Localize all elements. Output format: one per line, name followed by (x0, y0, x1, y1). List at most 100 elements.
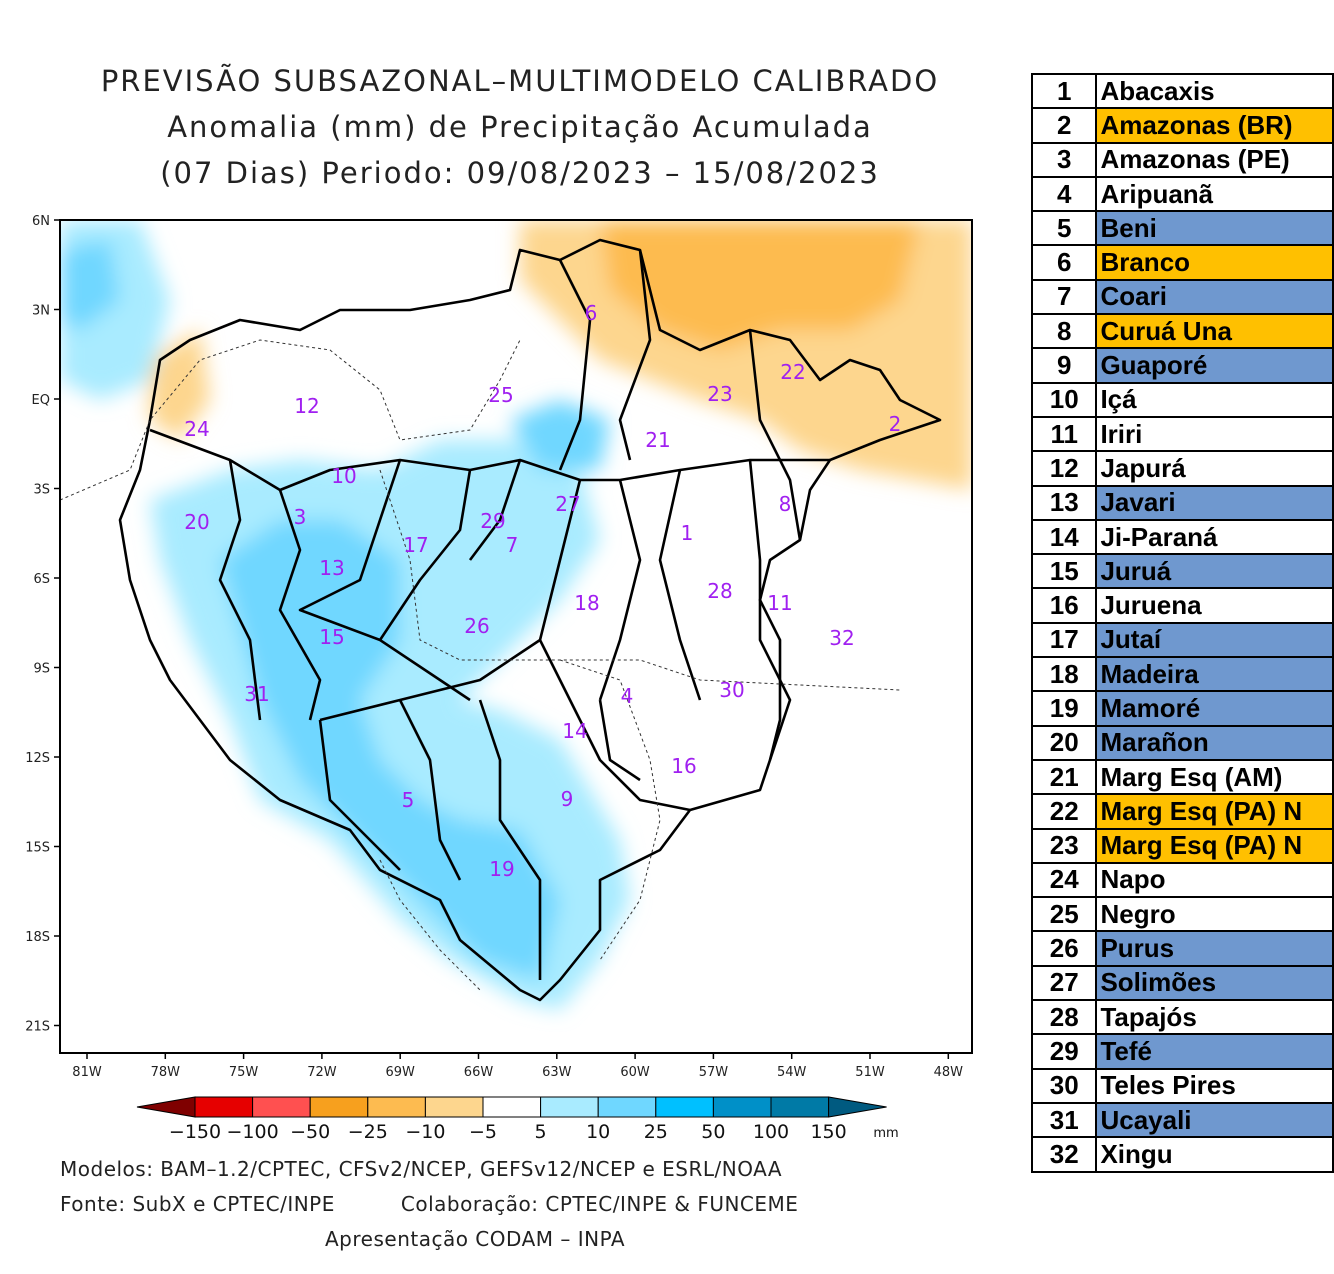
basin-number: 4 (1031, 175, 1098, 213)
lon-tick-label: 72W (307, 1065, 337, 1080)
lon-tick-label: 60W (620, 1065, 650, 1080)
basin-label-23: 23 (707, 382, 732, 406)
basin-number: 3 (1031, 141, 1098, 178)
basin-name: Ji-Paraná (1095, 518, 1334, 556)
basin-name: Içá (1095, 381, 1334, 418)
basin-row: 2 Amazonas (BR) (1031, 107, 1334, 144)
colorbar-swatch (712, 1096, 772, 1118)
basin-row: 31 Ucayali (1031, 1101, 1334, 1139)
basin-legend-table: 1 Abacaxis 2 Amazonas (BR) 3 Amazonas (PE) 4 Ar… (1031, 72, 1334, 1173)
basin-label-9: 9 (561, 787, 574, 811)
colorbar-swatch (482, 1096, 542, 1118)
basin-row: 5 Beni (1031, 210, 1334, 247)
basin-row: 27 Solimões (1031, 964, 1334, 1002)
basin-number: 17 (1031, 621, 1098, 659)
basin-number: 6 (1031, 244, 1098, 281)
basin-name: Tefé (1095, 1033, 1334, 1070)
basin-number: 10 (1031, 381, 1098, 418)
basin-row: 25 Negro (1031, 896, 1334, 933)
basin-label-17: 17 (403, 533, 428, 557)
map-title: PREVISÃO SUBSAZONAL–MULTIMODELO CALIBRAD… (60, 58, 980, 196)
basin-label-26: 26 (464, 614, 489, 638)
lon-tick-label: 57W (699, 1065, 729, 1080)
basin-name: Marg Esq (PA) N (1095, 793, 1334, 830)
basin-number: 12 (1031, 450, 1098, 487)
map-frame (59, 219, 973, 1054)
basin-number: 14 (1031, 518, 1098, 556)
basin-number: 9 (1031, 347, 1098, 384)
basin-name: Jutaí (1095, 621, 1334, 659)
basin-label-31: 31 (244, 682, 269, 706)
basin-label-2: 2 (889, 412, 902, 436)
basin-number: 16 (1031, 587, 1098, 624)
basin-name: Teles Pires (1095, 1067, 1334, 1104)
basin-name: Abacaxis (1095, 72, 1334, 110)
basin-number: 29 (1031, 1033, 1098, 1070)
lon-tick-label: 69W (385, 1065, 415, 1080)
basin-row: 17 Jutaí (1031, 621, 1334, 659)
basin-label-18: 18 (574, 591, 599, 615)
basin-number: 1 (1031, 72, 1098, 110)
basin-number: 15 (1031, 553, 1098, 590)
lat-tick-label: 15S (25, 841, 50, 856)
basin-row: 32 Xingu (1031, 1136, 1334, 1173)
wet-anomaly-core (220, 520, 560, 980)
footer-source: Fonte: SubX e CPTEC/INPE (60, 1192, 335, 1216)
lon-tick-label: 63W (542, 1065, 572, 1080)
basin-number: 22 (1031, 793, 1098, 830)
lat-tick-label: EQ (32, 393, 50, 408)
basin-number: 27 (1031, 964, 1098, 1002)
basin-label-5: 5 (402, 788, 415, 812)
colorbar: −150 −100 −50 −25 −10 −5 5 10 25 50 100 150 mm (136, 1096, 899, 1143)
basin-name: Napo (1095, 861, 1334, 899)
basin-number: 5 (1031, 210, 1098, 247)
basin-label-32: 32 (829, 626, 854, 650)
colorbar-label: −25 (348, 1121, 388, 1143)
country-borders (59, 339, 901, 991)
lat-tick-label: 12S (25, 751, 50, 766)
basin-name: Japurá (1095, 450, 1334, 487)
basin-row: 6 Branco (1031, 244, 1334, 281)
basin-label-25: 25 (488, 383, 513, 407)
basin-row: 12 Japurá (1031, 450, 1334, 487)
colorbar-label: −5 (469, 1121, 497, 1143)
basin-name: Amazonas (BR) (1095, 107, 1334, 144)
basin-row: 15 Juruá (1031, 553, 1334, 590)
basin-legend-wrapper: 1 Abacaxis 2 Amazonas (BR) 3 Amazonas (PE) 4 Ar… (1031, 0, 1334, 1274)
footer-presentation: Apresentação CODAM – INPA (325, 1227, 626, 1251)
title-line-3: (07 Dias) Periodo: 09/08/2023 – 15/08/20… (160, 156, 880, 190)
basin-row: 24 Napo (1031, 861, 1334, 899)
basin-row: 3 Amazonas (PE) (1031, 141, 1334, 178)
lon-tick-label: 66W (464, 1065, 494, 1080)
basin-row: 13 Javari (1031, 484, 1334, 521)
basin-label-10: 10 (331, 464, 356, 488)
colorbar-unit: mm (873, 1126, 898, 1141)
basin-name: Beni (1095, 210, 1334, 247)
dry-anomaly-medium (600, 220, 920, 350)
colorbar-swatch (597, 1096, 657, 1118)
colorbar-swatch (367, 1096, 426, 1118)
basin-name: Coari (1095, 278, 1334, 316)
colorbar-swatch (655, 1096, 714, 1118)
basin-label-19: 19 (489, 857, 514, 881)
basin-row: 9 Guaporé (1031, 347, 1334, 384)
basin-number: 32 (1031, 1136, 1098, 1173)
basin-label-16: 16 (671, 754, 696, 778)
basin-row: 18 Madeira (1031, 656, 1334, 693)
basin-name: Purus (1095, 930, 1334, 967)
basin-name: Madeira (1095, 656, 1334, 693)
basin-number: 25 (1031, 896, 1098, 933)
footer-models: Modelos: BAM–1.2/CPTEC, CFSv2/NCEP, GEFS… (60, 1157, 783, 1181)
basin-number: 8 (1031, 313, 1098, 350)
lat-tick-label: 18S (25, 930, 50, 945)
basin-row: 7 Coari (1031, 278, 1334, 316)
basin-number: 19 (1031, 690, 1098, 727)
lat-tick-label: 9S (33, 662, 50, 677)
basin-row: 20 Marañon (1031, 724, 1334, 761)
basin-label-11: 11 (767, 591, 792, 615)
basin-boundaries (118, 238, 942, 1002)
wet-anomaly-negro (510, 400, 610, 470)
wet-anomaly-pacific (60, 240, 120, 330)
colorbar-label: −50 (290, 1121, 330, 1143)
amazon-basin-outline (118, 238, 942, 1002)
